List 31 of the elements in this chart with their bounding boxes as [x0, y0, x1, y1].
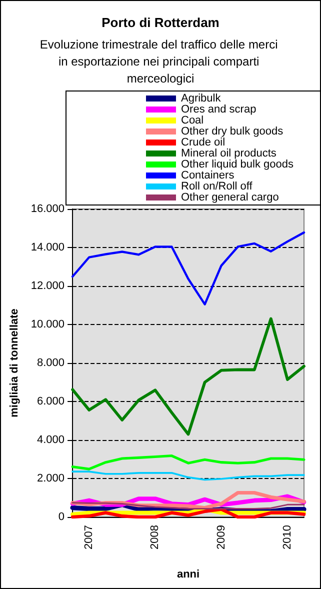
line-series — [72, 470, 305, 481]
chart-title: Porto di Rotterdam — [102, 15, 220, 30]
y-tick-label: 8.000 — [37, 357, 65, 369]
y-tick-label: 4.000 — [37, 434, 65, 446]
line-series — [71, 231, 306, 306]
y-tick-label: 16.000 — [30, 203, 65, 215]
legend-label: Other general cargo — [181, 192, 279, 204]
line-series — [71, 454, 306, 470]
x-tick-label: 2009 — [215, 525, 228, 550]
legend-label: Mineral oil products — [181, 148, 277, 160]
x-axis-title: anni — [176, 568, 200, 580]
legend-label: Ores and scrap — [181, 104, 256, 116]
y-tick-label: 6.000 — [37, 396, 65, 408]
legend-label: Other dry bulk goods — [181, 126, 284, 138]
legend-label: Other liquid bulk goods — [181, 158, 294, 170]
y-tick-label: 10.000 — [30, 318, 65, 330]
y-tick-label: 14.000 — [30, 242, 65, 254]
legend-label: Agribulk — [181, 92, 222, 104]
line-series — [71, 317, 306, 436]
legend-label: Crude oil — [181, 136, 226, 148]
x-tick-label: 2007 — [83, 525, 96, 550]
legend-label: Coal — [181, 114, 204, 126]
x-tick-label: 2008 — [149, 525, 162, 550]
chart-subtitle: Evoluzione trimestrale del traffico delle merci in esportazione nei principali comparti merceologici — [40, 38, 282, 86]
y-tick-label: 0 — [58, 511, 65, 523]
y-tick-label: 12.000 — [30, 280, 65, 292]
y-axis-title: migliaia di tonnellate — [8, 308, 20, 418]
legend-label: Roll on/Roll off — [181, 180, 254, 192]
x-tick-label: 2010 — [281, 525, 294, 550]
legend-label: Containers — [181, 170, 235, 182]
y-tick-label: 2.000 — [37, 472, 65, 484]
